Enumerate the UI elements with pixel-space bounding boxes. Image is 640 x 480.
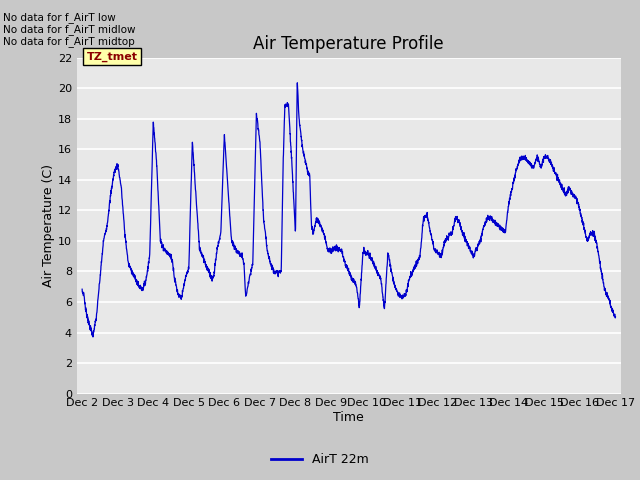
Text: No data for f_AirT midtop: No data for f_AirT midtop (3, 36, 135, 47)
Text: TZ_tmet: TZ_tmet (86, 51, 138, 61)
Legend: AirT 22m: AirT 22m (266, 448, 374, 471)
X-axis label: Time: Time (333, 411, 364, 424)
Title: Air Temperature Profile: Air Temperature Profile (253, 35, 444, 53)
Text: No data for f_AirT midlow: No data for f_AirT midlow (3, 24, 136, 35)
Y-axis label: Air Temperature (C): Air Temperature (C) (42, 164, 55, 287)
Text: No data for f_AirT low: No data for f_AirT low (3, 12, 116, 23)
